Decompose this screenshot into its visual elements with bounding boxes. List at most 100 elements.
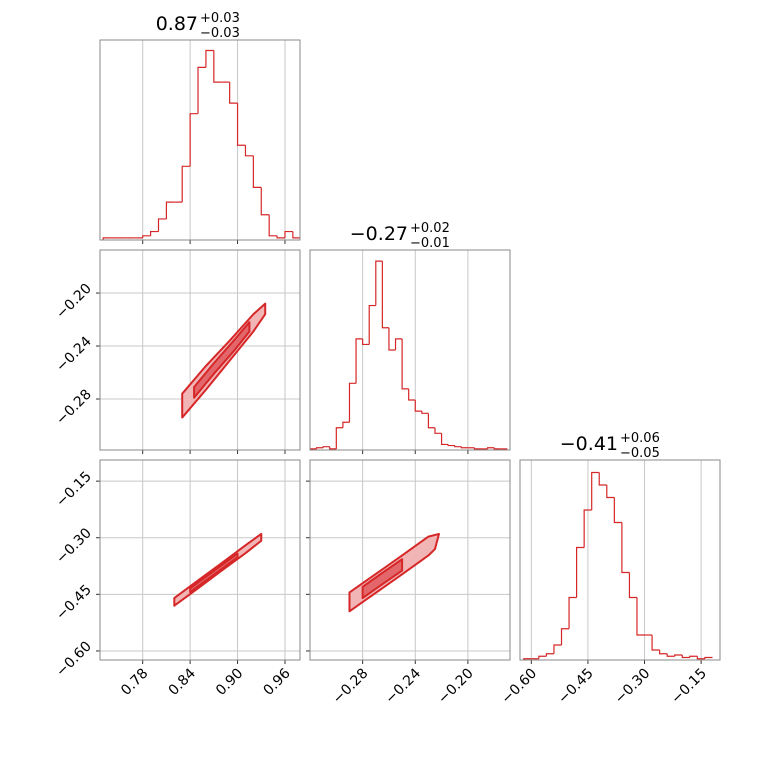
- histogram-step: [205, 49, 214, 68]
- contour: [189, 552, 239, 594]
- panel-title-lower: −0.01: [410, 236, 450, 251]
- x-tick-label: −0.30: [612, 666, 654, 708]
- histogram-step: [460, 446, 468, 449]
- histogram-step: [348, 382, 357, 423]
- histogram-step: [427, 413, 435, 429]
- histogram-step: [493, 447, 501, 450]
- panel-title: 0.87: [156, 13, 198, 35]
- panel-frame: [99, 249, 301, 451]
- histogram-step: [606, 485, 615, 499]
- panel: [100, 250, 300, 450]
- histogram-step: [292, 231, 300, 239]
- histogram-step: [440, 433, 449, 446]
- contour: [361, 558, 404, 600]
- y-tick-label: −0.30: [53, 525, 95, 567]
- x-tick-label: −0.15: [668, 666, 710, 708]
- histogram-step: [674, 654, 683, 657]
- y-tick-label: −0.45: [53, 582, 95, 624]
- histogram-step: [613, 497, 622, 524]
- histogram-step: [268, 214, 278, 237]
- histogram-step: [651, 635, 660, 651]
- x-tick-label: −0.28: [330, 666, 372, 708]
- histogram-step: [553, 644, 562, 654]
- histogram-step: [276, 235, 285, 239]
- panel-frame: [99, 39, 301, 241]
- histogram-step: [189, 113, 199, 167]
- histogram-step: [342, 421, 350, 428]
- x-tick-label: −0.24: [382, 665, 424, 707]
- x-tick-label: 0.84: [166, 665, 199, 698]
- histogram-step: [591, 471, 600, 510]
- histogram-step: [355, 338, 363, 384]
- panel-frame: [309, 249, 511, 451]
- histogram-step: [568, 596, 577, 629]
- y-tick-label: −0.20: [53, 281, 95, 323]
- y-tick-label: −0.15: [53, 469, 95, 511]
- panel-frame: [309, 459, 511, 661]
- histogram-step: [454, 445, 462, 448]
- histogram-step: [394, 338, 403, 350]
- histogram-step: [388, 327, 396, 351]
- histogram-step: [560, 628, 570, 645]
- histogram-step: [322, 446, 330, 448]
- histogram-step: [696, 656, 705, 660]
- histogram-step: [381, 261, 389, 329]
- y-tick-label: −0.24: [53, 333, 95, 375]
- histogram-step: [689, 655, 698, 658]
- panel: [523, 460, 713, 660]
- panel-frame: [99, 459, 301, 661]
- histogram-step: [628, 572, 637, 599]
- histogram-step: [621, 522, 630, 574]
- panel: [310, 460, 510, 660]
- histogram-step: [421, 411, 429, 414]
- panel-title: −0.27: [350, 223, 408, 245]
- histogram-step: [434, 427, 442, 434]
- histogram-step: [102, 237, 112, 240]
- panel: [310, 250, 508, 450]
- histogram-step: [310, 448, 317, 450]
- histogram-step: [408, 388, 416, 401]
- panel-title-upper: +0.02: [410, 221, 450, 236]
- panel-title-lower: −0.05: [620, 446, 660, 461]
- histogram-step: [149, 230, 159, 236]
- histogram-step: [636, 597, 645, 636]
- histogram-step: [252, 155, 262, 188]
- histogram-step: [197, 66, 206, 114]
- histogram-step: [229, 82, 238, 104]
- histogram-step: [181, 165, 191, 203]
- histogram-step: [260, 187, 270, 216]
- histogram-step: [598, 472, 607, 486]
- histogram-step: [659, 650, 668, 655]
- histogram-step: [236, 103, 246, 146]
- x-tick-label: 0.90: [213, 666, 246, 699]
- histogram-step: [576, 546, 585, 598]
- panel-title-upper: +0.06: [620, 431, 660, 446]
- histogram-step: [473, 447, 482, 450]
- histogram-step: [487, 447, 495, 449]
- histogram-step: [666, 653, 675, 657]
- histogram-step: [315, 447, 324, 449]
- histogram-step: [401, 338, 409, 390]
- x-tick-label: 0.96: [260, 665, 293, 698]
- histogram-step: [335, 427, 343, 449]
- histogram-step: [362, 338, 370, 346]
- histogram-step: [213, 50, 222, 83]
- x-tick-label: −0.45: [555, 666, 597, 708]
- histogram-step: [545, 653, 554, 657]
- histogram-step: [447, 444, 455, 447]
- histogram-step: [329, 446, 337, 450]
- y-tick-label: −0.28: [53, 387, 95, 429]
- histogram-step: [681, 655, 690, 659]
- panel-frame: [519, 459, 721, 661]
- x-tick-label: 0.78: [118, 666, 151, 699]
- panel: [100, 460, 300, 660]
- histogram-step: [157, 218, 167, 232]
- histogram-step: [368, 304, 376, 345]
- histogram-step: [244, 145, 254, 157]
- panel: [102, 40, 300, 240]
- histogram-step: [414, 400, 422, 412]
- x-tick-label: −0.20: [435, 666, 477, 708]
- histogram-step: [284, 230, 293, 238]
- y-tick-label: −0.60: [53, 638, 95, 680]
